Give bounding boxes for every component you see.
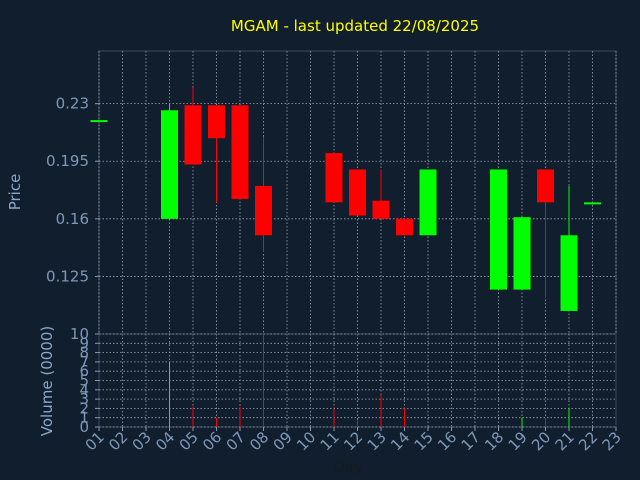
volume-tick-label: 7	[79, 353, 89, 371]
candle-body	[396, 218, 413, 236]
x-axis: 0102030405060708091011121314151617181920…	[82, 427, 625, 454]
volume-axis-label: Volume (0000)	[38, 326, 56, 436]
candle-body	[560, 235, 578, 311]
candle-body	[419, 169, 437, 236]
volume-tick-label: 6	[79, 362, 89, 380]
price-panel: 0.23 0.195 0.16 0.125	[46, 50, 617, 335]
price-axis-label: Price	[6, 174, 24, 211]
price-tick-label: 0.195	[46, 152, 89, 170]
candle-body	[90, 120, 108, 123]
candle-body	[161, 110, 178, 219]
price-tick-label: 0.16	[56, 210, 89, 228]
candle-body	[184, 105, 202, 165]
price-tick-label: 0.23	[56, 95, 89, 113]
candle-body	[513, 217, 531, 290]
candle-body	[537, 169, 554, 203]
x-axis-label: Day	[333, 458, 363, 476]
candle-body	[208, 105, 225, 139]
candle-body	[255, 185, 272, 236]
chart-title: MGAM - last updated 22/08/2025	[231, 17, 479, 35]
candle-body	[584, 202, 601, 205]
volume-tick-label: 2	[79, 399, 89, 417]
volume-tick-label: 8	[79, 344, 89, 362]
volume-tick-label: 1	[79, 409, 89, 427]
volume-tick-label: 4	[79, 381, 89, 399]
volume-tick-label: 5	[79, 372, 89, 390]
price-tick-label: 0.125	[46, 267, 89, 285]
candle-body	[372, 200, 390, 219]
candle-body	[231, 105, 249, 200]
volume-tick-label: 3	[79, 390, 89, 408]
candle-body	[325, 153, 343, 203]
volume-tick-label: 9	[79, 334, 89, 352]
volume-tick-label: 10	[70, 325, 89, 343]
candle-body	[349, 169, 366, 216]
candle-body	[490, 169, 507, 290]
volume-tick-label: 0	[79, 418, 89, 436]
